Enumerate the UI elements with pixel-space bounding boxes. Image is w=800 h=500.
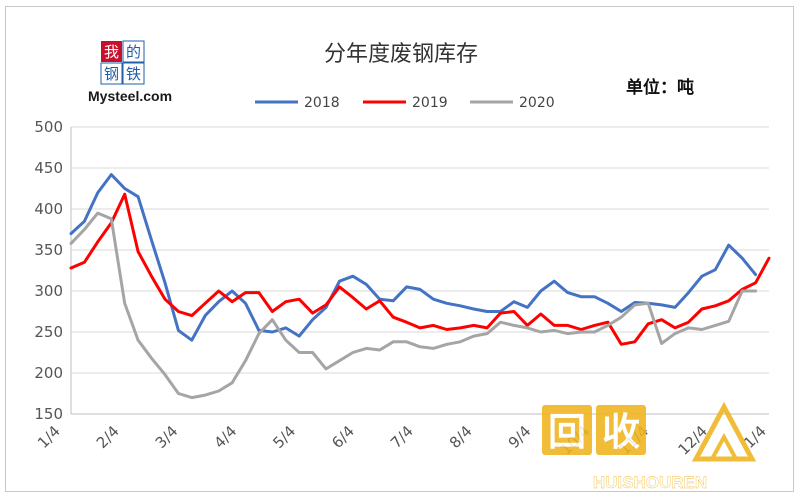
x-tick-label: 4/4	[211, 422, 241, 452]
series-line-2020	[69, 211, 758, 400]
x-tick-label: 3/4	[152, 422, 182, 452]
watermark-triangle-icon	[691, 401, 757, 462]
chart: 我 的 钢 铁 Mysteel.com 分年度废钢库存 单位：吨 2018 20…	[34, 40, 771, 492]
logo-wordmark: Mysteel.com	[88, 88, 172, 104]
y-tick-label: 300	[34, 282, 63, 300]
mysteel-logo: 我 的 钢 铁 Mysteel.com	[88, 40, 172, 104]
y-tick-label: 500	[34, 118, 63, 136]
logo-char-2: 的	[126, 43, 141, 61]
logo-tile-4	[122, 62, 145, 85]
y-tick-label: 200	[34, 364, 63, 382]
x-tick-label: 9/4	[505, 422, 535, 452]
y-axis: 150 200 250 300 350 400 450 500	[34, 118, 72, 423]
watermark-wordmark: HUISHOUREN	[593, 473, 707, 492]
legend: 2018 2019 2020	[255, 95, 555, 111]
watermark-triangle-inner-icon	[710, 432, 738, 460]
y-tick-label: 350	[34, 241, 63, 259]
chart-title: 分年度废钢库存	[324, 42, 478, 67]
x-tick-label: 2/4	[93, 422, 123, 452]
watermark-char-1: 回	[548, 412, 586, 454]
y-tick-label: 250	[34, 323, 63, 341]
logo-char-4: 铁	[126, 65, 141, 83]
watermark-char-2: 收	[602, 412, 640, 454]
legend-label-2019: 2019	[412, 95, 448, 111]
y-tick-label: 450	[34, 159, 63, 177]
watermark-tile-1	[542, 405, 592, 455]
x-axis: 1/42/43/44/45/46/47/48/49/410/411/412/41…	[34, 413, 770, 459]
logo-char-3: 钢	[104, 65, 119, 83]
x-tick-label: 1/4	[34, 422, 64, 452]
x-tick-label: 5/4	[269, 422, 299, 452]
unit-label: 单位：吨	[626, 77, 694, 98]
chart-frame: 我 的 钢 铁 Mysteel.com 分年度废钢库存 单位：吨 2018 20…	[5, 6, 794, 492]
logo-char-1: 我	[104, 43, 119, 61]
x-tick-label: 6/4	[328, 422, 358, 452]
y-tick-label: 150	[34, 405, 63, 423]
x-tick-label: 8/4	[446, 422, 476, 452]
y-tick-label: 400	[34, 200, 63, 218]
legend-label-2018: 2018	[304, 95, 340, 111]
legend-label-2020: 2020	[519, 95, 555, 111]
logo-tile-2	[122, 40, 145, 63]
huishouren-watermark: 回 收 HUISHOUREN	[542, 401, 757, 492]
series-lines	[69, 173, 771, 400]
x-tick-label: 7/4	[387, 422, 417, 452]
logo-tile-3	[100, 62, 123, 85]
gridlines	[71, 126, 769, 374]
logo-tile-1	[101, 41, 122, 62]
series-line-2019	[69, 192, 771, 346]
watermark-tile-2	[596, 405, 646, 455]
